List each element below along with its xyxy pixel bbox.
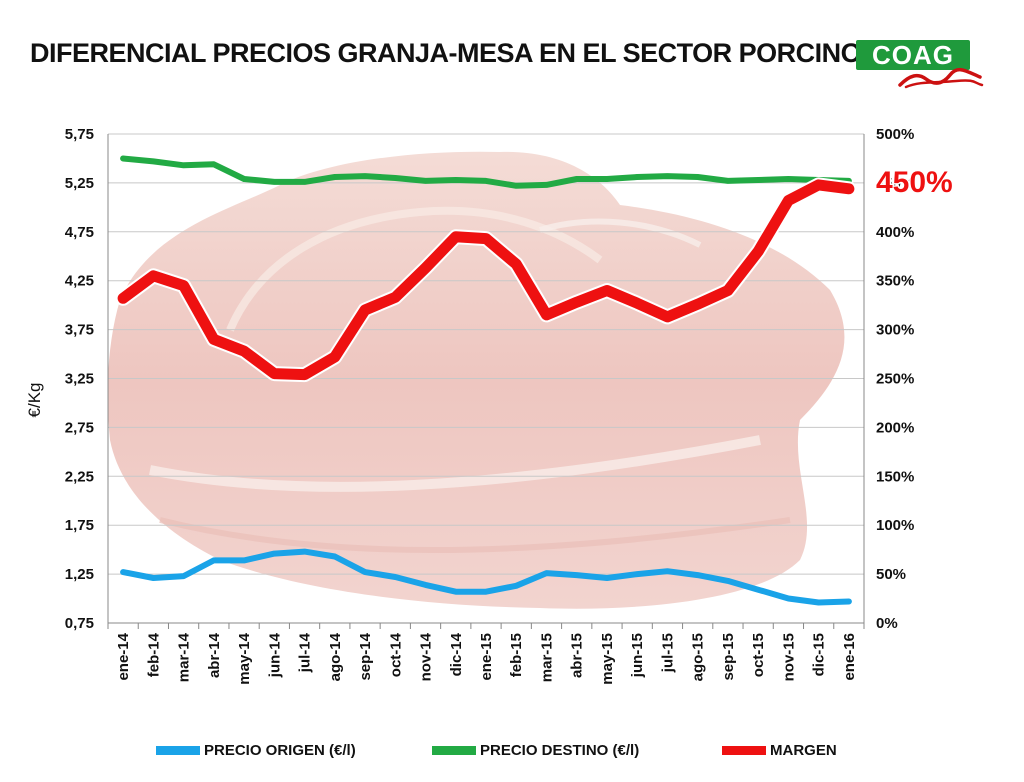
series-line-margen [117, 179, 855, 381]
y-tick-label: 2,25 [65, 468, 94, 485]
y2-tick-label: 0% [876, 615, 898, 632]
y2-tick-label: 350% [876, 273, 914, 290]
x-tick-label: abr-14 [206, 632, 223, 678]
x-tick-label: jun-15 [629, 633, 646, 678]
y2-tick-label: 300% [876, 322, 914, 339]
y-tick-label: 3,25 [65, 371, 94, 388]
y-tick-label: 1,25 [65, 566, 94, 583]
x-tick-label: may-15 [599, 633, 616, 685]
y-tick-label: 2,75 [65, 419, 94, 436]
legend-label: MARGEN [770, 741, 837, 759]
x-tick-label: dic-14 [448, 632, 465, 676]
logo-text: COAG [856, 40, 970, 70]
legend-item-precio-destino: PRECIO DESTINO (€/l) [432, 738, 639, 762]
legend-item-precio-origen: PRECIO ORIGEN (€/l) [156, 738, 356, 762]
x-tick-label: oct-14 [387, 632, 404, 677]
y-tick-label: 5,25 [65, 175, 94, 192]
legend-swatch [156, 745, 200, 755]
x-tick-label: may-14 [236, 632, 253, 684]
legend-label: PRECIO ORIGEN (€/l) [204, 741, 356, 759]
x-tick-label: ene-16 [841, 633, 858, 681]
x-tick-label: mar-15 [538, 633, 555, 682]
chart-title: DIFERENCIAL PRECIOS GRANJA-MESA EN EL SE… [30, 38, 862, 68]
logo-signature-icon [898, 67, 984, 89]
y2-tick-label: 450% [876, 175, 914, 192]
legend-swatch [722, 745, 766, 755]
coag-logo-icon: COAG [856, 40, 984, 89]
x-tick-label: mar-14 [176, 632, 193, 682]
y-tick-label: 4,25 [65, 273, 94, 290]
x-tick-label: ene-14 [115, 632, 132, 680]
series-lines [115, 155, 857, 606]
x-tick-label: jun-14 [266, 632, 283, 678]
y-tick-label: 1,75 [65, 517, 94, 534]
annotation-label: 450% [876, 166, 953, 199]
x-tick-label: abr-15 [569, 633, 586, 678]
y-tick-label: 5,75 [65, 126, 94, 143]
x-tick-label: nov-14 [418, 632, 435, 681]
x-tick-label: feb-14 [145, 632, 162, 677]
y2-tick-label: 100% [876, 517, 914, 534]
series-line-precio-origen [120, 548, 852, 606]
x-tick-label: jul-14 [297, 632, 314, 673]
legend-label: PRECIO DESTINO (€/l) [480, 741, 640, 759]
y2-tick-label: 50% [876, 566, 906, 583]
y-axis-label: €/Kg [25, 383, 44, 418]
x-tick-label: sep-14 [357, 632, 374, 680]
x-tick-label: jul-15 [659, 633, 676, 673]
y2-tick-label: 500% [876, 126, 914, 143]
y2-tick-label: 250% [876, 371, 914, 388]
y-tick-label: 4,75 [65, 224, 94, 241]
chart: 5,75 500% 5,25 450% 4,75 400% 4,25 350% 3,75 300%… [25, 126, 954, 685]
x-tick-label: ene-15 [478, 633, 495, 681]
legend-swatch [432, 745, 476, 755]
x-tick-label: nov-15 [780, 633, 797, 681]
legend-item-margen: MARGEN [722, 738, 837, 762]
x-tick-label: ago-14 [327, 632, 344, 681]
y2-tick-label: 150% [876, 468, 914, 485]
y-tick-label: 0,75 [65, 615, 94, 632]
y2-tick-label: 200% [876, 419, 914, 436]
x-tick-label: dic-15 [811, 633, 828, 676]
legend: PRECIO ORIGEN (€/l) PRECIO DESTINO (€/l)… [0, 738, 1024, 762]
axis-labels: 5,75 500% 5,25 450% 4,75 400% 4,25 350% 3,75 300%… [65, 126, 915, 685]
x-tick-label: feb-15 [508, 633, 525, 677]
x-tick-label: oct-15 [750, 633, 767, 677]
y2-tick-label: 400% [876, 224, 914, 241]
series-line-precio-destino [120, 155, 852, 189]
pork-meat-image [107, 151, 845, 609]
axes [107, 134, 865, 629]
x-tick-label: sep-15 [720, 633, 737, 681]
y-tick-label: 3,75 [65, 322, 94, 339]
x-tick-label: ago-15 [690, 633, 707, 681]
